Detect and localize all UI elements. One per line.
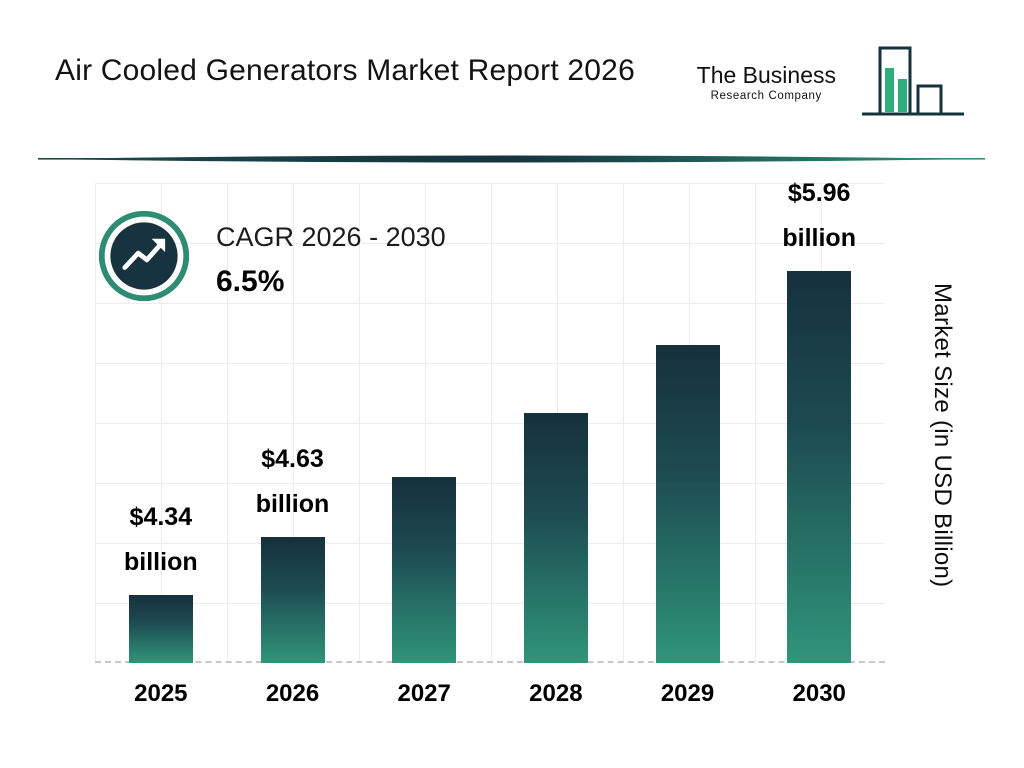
bar-value-label-2025: $4.34 billion — [124, 503, 198, 576]
x-axis-label-2029: 2029 — [660, 680, 715, 707]
bar-slot-2028 — [490, 183, 622, 663]
cagr-label: CAGR 2026 - 2030 — [216, 222, 446, 252]
company-logo-text: The Business Research Company — [697, 62, 836, 102]
bar-2025 — [128, 595, 193, 663]
company-logo-name: The Business — [696, 62, 836, 88]
bar-value-label-2030: $5.96 billion — [782, 179, 856, 252]
bar-2027 — [392, 477, 457, 663]
page-title: Air Cooled Generators Market Report 2026 — [55, 54, 635, 87]
x-axis-label-2025: 2025 — [134, 680, 188, 707]
x-axis-label-2026: 2026 — [265, 680, 320, 707]
bar-slot-2030: $5.96 billion — [753, 179, 885, 663]
bar-slot-2027 — [358, 183, 490, 663]
chart-baseline — [95, 661, 885, 663]
bar-value-label-2026: $4.63 billion — [255, 445, 330, 518]
cagr-texts: CAGR 2026 - 2030 6.5% — [216, 222, 446, 299]
bar-slot-2025: $4.34 billion — [95, 183, 227, 663]
bar-2030 — [787, 271, 852, 663]
x-axis-label-2028: 2028 — [529, 680, 583, 707]
bar-2029 — [655, 345, 720, 663]
company-logo-subname: Research Company — [710, 90, 822, 102]
bar-slot-2029 — [622, 183, 754, 663]
y-axis-label: Market Size (in USD Billion) — [929, 283, 956, 588]
cagr-block: CAGR 2026 - 2030 6.5% — [96, 208, 446, 304]
x-axis: 2025 2026 2027 2028 2029 2030 — [95, 680, 885, 708]
bars-container: $4.34 billion $4.63 billion $5.96 billion — [95, 179, 885, 663]
divider-line — [38, 155, 985, 163]
chart-gridlines — [95, 183, 885, 663]
cagr-value: 6.5% — [216, 265, 285, 298]
bar-chart-logo-icon — [862, 46, 964, 116]
trend-arrow-icon — [98, 210, 190, 302]
x-axis-label-2030: 2030 — [792, 680, 846, 707]
bar-2026 — [260, 537, 325, 663]
x-axis-label-2027: 2027 — [397, 680, 451, 707]
bar-slot-2026: $4.63 billion — [227, 183, 359, 663]
chart-plot-area: $4.34 billion $4.63 billion $5.96 billion — [95, 179, 885, 663]
company-logo: The Business Research Company — [697, 44, 968, 128]
bar-2028 — [523, 413, 588, 663]
